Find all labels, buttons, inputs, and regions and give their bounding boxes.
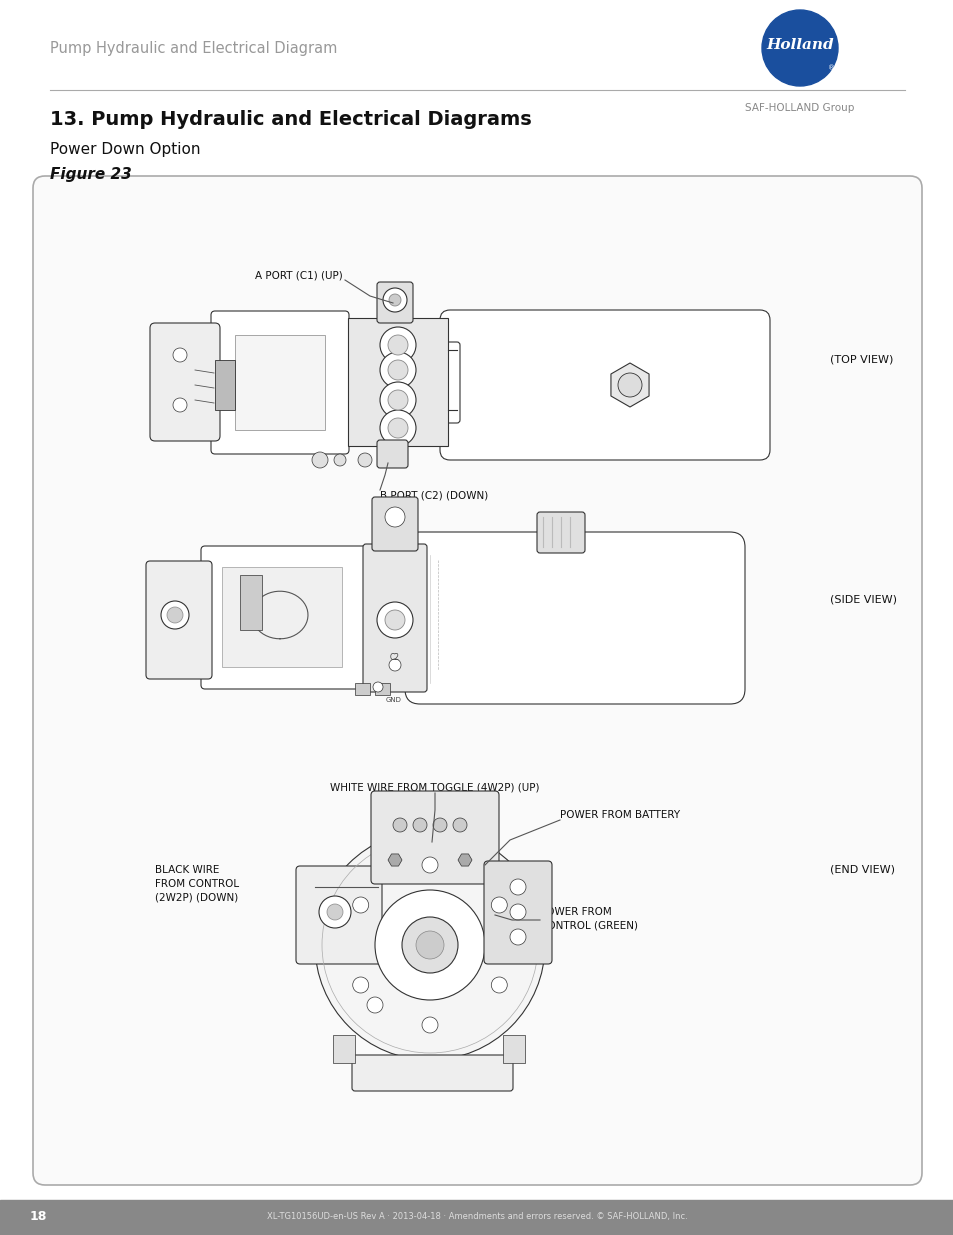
FancyBboxPatch shape [363,543,427,692]
Circle shape [334,454,346,466]
Bar [240,576,262,630]
Bar [0,1200,953,1235]
Text: C2: C2 [390,653,399,662]
Polygon shape [610,363,648,408]
Circle shape [618,373,641,396]
Circle shape [318,897,351,927]
Text: 13. Pump Hydraulic and Electrical Diagrams: 13. Pump Hydraulic and Electrical Diagra… [50,110,531,128]
Circle shape [388,417,408,438]
Text: ®: ® [827,65,835,70]
Bar [375,683,390,695]
Circle shape [167,606,183,622]
FancyBboxPatch shape [537,513,584,553]
Text: (TOP VIEW): (TOP VIEW) [829,354,892,366]
Circle shape [353,977,368,993]
Text: Holland: Holland [765,38,833,52]
Text: A PORT (C1) (UP): A PORT (C1) (UP) [254,270,342,280]
Circle shape [379,327,416,363]
Circle shape [453,818,467,832]
FancyBboxPatch shape [295,866,381,965]
Circle shape [327,904,343,920]
Polygon shape [388,853,401,866]
Polygon shape [457,853,472,866]
Text: Power Down Option: Power Down Option [50,142,200,157]
FancyBboxPatch shape [146,561,212,679]
Circle shape [388,359,408,380]
Text: (END VIEW): (END VIEW) [829,864,894,876]
Circle shape [314,830,544,1060]
FancyBboxPatch shape [372,496,417,551]
Text: WHITE WIRE FROM TOGGLE (4W2P) (UP): WHITE WIRE FROM TOGGLE (4W2P) (UP) [330,783,539,793]
Circle shape [510,904,525,920]
Circle shape [353,897,368,913]
Text: SAF-HOLLAND Group: SAF-HOLLAND Group [744,103,854,112]
Text: GND: GND [386,697,401,703]
Text: Figure 23: Figure 23 [50,167,132,182]
Circle shape [172,398,187,412]
Text: B PORT (C2) (DOWN): B PORT (C2) (DOWN) [379,490,488,500]
Circle shape [375,890,484,1000]
Circle shape [389,294,400,306]
Circle shape [401,918,457,973]
FancyBboxPatch shape [376,282,413,324]
Circle shape [385,508,405,527]
FancyBboxPatch shape [33,177,921,1186]
Circle shape [379,352,416,388]
Circle shape [172,348,187,362]
FancyBboxPatch shape [405,532,744,704]
Circle shape [433,818,447,832]
Circle shape [421,1016,437,1032]
Circle shape [393,818,407,832]
Circle shape [510,929,525,945]
Circle shape [312,452,328,468]
Bar [214,359,234,410]
Circle shape [376,601,413,638]
Circle shape [385,610,405,630]
FancyBboxPatch shape [483,861,552,965]
Circle shape [421,857,437,873]
Circle shape [389,659,400,671]
Circle shape [379,410,416,446]
Circle shape [367,997,382,1013]
Circle shape [510,879,525,895]
Circle shape [491,977,507,993]
Circle shape [379,382,416,417]
Text: BLACK WIRE
FROM CONTROL
(2W2P) (DOWN): BLACK WIRE FROM CONTROL (2W2P) (DOWN) [154,864,239,903]
Circle shape [382,288,407,312]
Circle shape [373,682,382,692]
Circle shape [388,335,408,354]
Text: Pump Hydraulic and Electrical Diagram: Pump Hydraulic and Electrical Diagram [50,41,337,56]
Bar [355,683,370,695]
Circle shape [388,390,408,410]
Text: POWER FROM
CONTROL (GREEN): POWER FROM CONTROL (GREEN) [539,906,638,931]
FancyBboxPatch shape [376,440,408,468]
FancyBboxPatch shape [201,546,369,689]
Bar [333,1035,355,1063]
Circle shape [161,601,189,629]
Circle shape [357,453,372,467]
Bar [502,1035,524,1063]
Circle shape [761,10,837,86]
FancyBboxPatch shape [150,324,220,441]
FancyBboxPatch shape [371,790,498,884]
Text: (SIDE VIEW): (SIDE VIEW) [829,595,896,605]
FancyBboxPatch shape [439,310,769,459]
Circle shape [416,931,443,960]
Circle shape [413,818,427,832]
Bar [222,567,341,667]
Text: 18: 18 [30,1210,48,1224]
FancyBboxPatch shape [432,342,459,424]
Bar [234,335,325,430]
Text: XL-TG10156UD-en-US Rev A · 2013-04-18 · Amendments and errors reserved. © SAF-HO: XL-TG10156UD-en-US Rev A · 2013-04-18 · … [266,1213,687,1221]
Text: POWER FROM BATTERY: POWER FROM BATTERY [559,810,679,820]
Bar [348,317,448,446]
Circle shape [491,897,507,913]
FancyBboxPatch shape [352,1055,513,1091]
FancyBboxPatch shape [211,311,349,454]
